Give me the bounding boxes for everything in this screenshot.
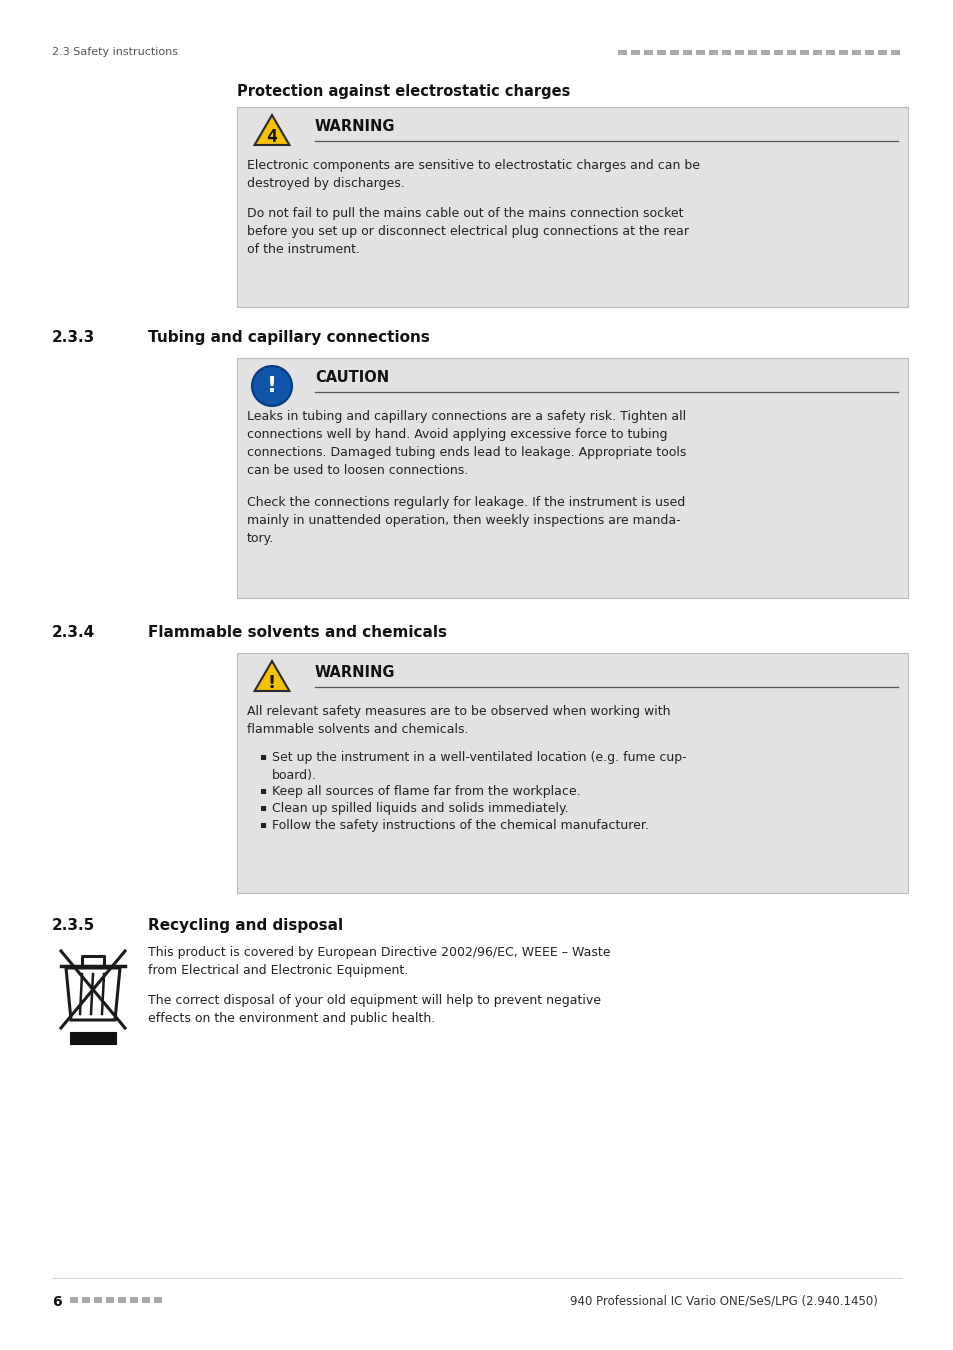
Text: All relevant safety measures are to be observed when working with
flammable solv: All relevant safety measures are to be o…: [247, 705, 670, 736]
Bar: [838, 50, 847, 55]
Text: Tubing and capillary connections: Tubing and capillary connections: [148, 329, 430, 346]
Bar: [708, 50, 718, 55]
Text: !: !: [268, 674, 275, 693]
Text: 2.3.5: 2.3.5: [52, 918, 95, 933]
Text: The correct disposal of your old equipment will help to prevent negative
effects: The correct disposal of your old equipme…: [148, 994, 600, 1025]
Circle shape: [252, 366, 292, 406]
Bar: [669, 50, 679, 55]
Text: Electronic components are sensitive to electrostatic charges and can be
destroye: Electronic components are sensitive to e…: [247, 159, 700, 190]
Bar: [747, 50, 757, 55]
Text: ▪: ▪: [258, 784, 266, 795]
Polygon shape: [254, 662, 289, 691]
Bar: [786, 50, 795, 55]
Bar: [142, 1297, 150, 1303]
Bar: [82, 1297, 90, 1303]
Bar: [657, 50, 665, 55]
Bar: [94, 1297, 102, 1303]
Text: !: !: [267, 377, 276, 396]
Text: Check the connections regularly for leakage. If the instrument is used
mainly in: Check the connections regularly for leak…: [247, 495, 684, 545]
Bar: [106, 1297, 113, 1303]
Text: 2.3 Safety instructions: 2.3 Safety instructions: [52, 47, 178, 57]
Bar: [236, 653, 907, 892]
Polygon shape: [254, 115, 289, 144]
Text: CAUTION: CAUTION: [314, 370, 389, 385]
Bar: [890, 50, 899, 55]
Text: WARNING: WARNING: [314, 119, 395, 134]
Text: 4: 4: [266, 128, 277, 146]
Text: 6: 6: [52, 1295, 62, 1309]
Bar: [618, 50, 626, 55]
Bar: [760, 50, 769, 55]
Text: Follow the safety instructions of the chemical manufacturer.: Follow the safety instructions of the ch…: [272, 819, 648, 832]
Bar: [773, 50, 782, 55]
Bar: [812, 50, 821, 55]
Text: 2.3.4: 2.3.4: [52, 625, 95, 640]
Text: Protection against electrostatic charges: Protection against electrostatic charges: [236, 84, 570, 99]
Bar: [630, 50, 639, 55]
Bar: [70, 1297, 78, 1303]
Bar: [721, 50, 730, 55]
Bar: [682, 50, 691, 55]
Text: ▪: ▪: [258, 819, 266, 829]
Text: WARNING: WARNING: [314, 666, 395, 680]
Text: Clean up spilled liquids and solids immediately.: Clean up spilled liquids and solids imme…: [272, 802, 568, 815]
Text: This product is covered by European Directive 2002/96/EC, WEEE – Waste
from Elec: This product is covered by European Dire…: [148, 946, 610, 977]
Text: 2.3.3: 2.3.3: [52, 329, 95, 346]
Bar: [800, 50, 808, 55]
Bar: [236, 107, 907, 306]
Text: Flammable solvents and chemicals: Flammable solvents and chemicals: [148, 625, 447, 640]
Text: Keep all sources of flame far from the workplace.: Keep all sources of flame far from the w…: [272, 784, 580, 798]
Bar: [130, 1297, 138, 1303]
Text: ▪: ▪: [258, 802, 266, 811]
Text: Leaks in tubing and capillary connections are a safety risk. Tighten all
connect: Leaks in tubing and capillary connection…: [247, 410, 685, 477]
Bar: [118, 1297, 126, 1303]
Bar: [864, 50, 873, 55]
Bar: [877, 50, 886, 55]
Text: Set up the instrument in a well-ventilated location (e.g. fume cup-
board).: Set up the instrument in a well-ventilat…: [272, 751, 686, 782]
Text: ▪: ▪: [258, 751, 266, 761]
Bar: [825, 50, 834, 55]
Bar: [153, 1297, 162, 1303]
Bar: [643, 50, 652, 55]
Text: Recycling and disposal: Recycling and disposal: [148, 918, 343, 933]
Bar: [236, 358, 907, 598]
Bar: [696, 50, 704, 55]
Text: 940 Professional IC Vario ONE/SeS/LPG (2.940.1450): 940 Professional IC Vario ONE/SeS/LPG (2…: [569, 1295, 877, 1308]
Bar: [734, 50, 743, 55]
Text: Do not fail to pull the mains cable out of the mains connection socket
before yo: Do not fail to pull the mains cable out …: [247, 207, 688, 256]
Bar: [851, 50, 861, 55]
Bar: [70, 1031, 116, 1044]
